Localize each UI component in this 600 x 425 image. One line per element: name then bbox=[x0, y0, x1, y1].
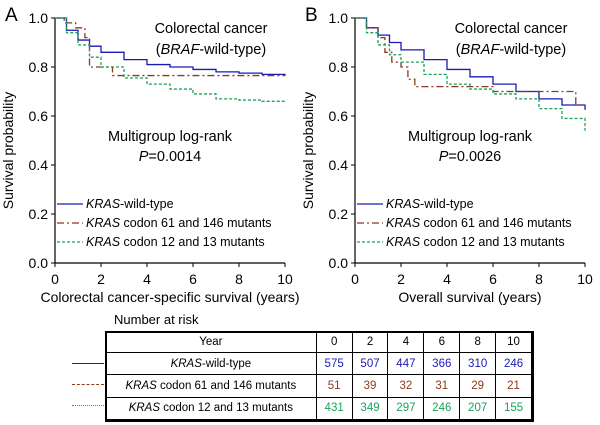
risk-year-10: 10 bbox=[495, 330, 532, 354]
x-tick-label: 2 bbox=[97, 271, 105, 287]
risk-year-2: 2 bbox=[351, 330, 389, 354]
risk-row-label: KRAS-wild-type bbox=[105, 352, 317, 376]
survival-curve-c61 bbox=[55, 17, 285, 77]
risk-key-c12 bbox=[72, 405, 104, 406]
x-tick-label: 6 bbox=[189, 271, 197, 287]
x-tick-label: 10 bbox=[277, 271, 293, 287]
risk-cell: 207 bbox=[459, 396, 497, 421]
x-tick-label: 6 bbox=[489, 271, 497, 287]
risk-row-c61: KRAS codon 61 and 146 mutants 51 39 32 3… bbox=[105, 374, 532, 398]
risk-cell: 507 bbox=[351, 352, 389, 376]
risk-year-8: 8 bbox=[459, 330, 497, 354]
y-tick-label: 0.8 bbox=[29, 59, 49, 75]
x-axis-label: Colorectal cancer-specific survival (yea… bbox=[40, 289, 299, 305]
logrank-label: Multigroup log-rank bbox=[408, 129, 533, 145]
risk-year-6: 6 bbox=[423, 330, 461, 354]
risk-row-label: KRAS codon 12 and 13 mutants bbox=[105, 396, 317, 421]
risk-cell: 246 bbox=[495, 352, 532, 376]
chart-title-line1: Colorectal cancer bbox=[455, 21, 568, 37]
risk-cell: 349 bbox=[351, 396, 389, 421]
risk-row-c12: KRAS codon 12 and 13 mutants 431 349 297… bbox=[105, 396, 532, 421]
risk-cell: 32 bbox=[387, 374, 425, 398]
x-tick-label: 8 bbox=[535, 271, 543, 287]
y-tick-label: 0.2 bbox=[29, 206, 49, 222]
legend-entry-wild: KRAS-wild-type bbox=[386, 197, 474, 211]
risk-cell: 310 bbox=[459, 352, 497, 376]
legend-entry-wild: KRAS-wild-type bbox=[86, 197, 174, 211]
y-tick-label: 0.6 bbox=[329, 108, 349, 124]
panel-label: B bbox=[305, 5, 318, 26]
y-tick-label: 1.0 bbox=[329, 10, 349, 26]
x-tick-label: 10 bbox=[577, 271, 593, 287]
risk-row-label: KRAS codon 61 and 146 mutants bbox=[105, 374, 317, 398]
risk-year-0: 0 bbox=[315, 330, 353, 354]
y-axis-label: Survival probability bbox=[300, 92, 316, 210]
x-tick-label: 4 bbox=[143, 271, 151, 287]
p-value: P=0.0014 bbox=[139, 149, 202, 165]
risk-cell: 21 bbox=[495, 374, 532, 398]
x-tick-label: 0 bbox=[351, 271, 359, 287]
risk-cell: 297 bbox=[387, 396, 425, 421]
y-axis-label: Survival probability bbox=[0, 92, 16, 210]
legend-entry-c12: KRAS codon 12 and 13 mutants bbox=[386, 235, 565, 249]
y-tick-label: 0.8 bbox=[329, 59, 349, 75]
panel-label: A bbox=[5, 5, 18, 26]
risk-cell: 246 bbox=[423, 396, 461, 421]
risk-cell: 575 bbox=[315, 352, 353, 376]
risk-cell: 366 bbox=[423, 352, 461, 376]
risk-key-c61 bbox=[72, 384, 104, 385]
chart-title-line2: (BRAF-wild-type) bbox=[156, 42, 266, 58]
risk-cell: 31 bbox=[423, 374, 461, 398]
risk-cell: 431 bbox=[315, 396, 353, 421]
risk-cell: 39 bbox=[351, 374, 389, 398]
risk-row-wild: KRAS-wild-type 575 507 447 366 310 246 bbox=[105, 352, 532, 376]
p-value: P=0.0026 bbox=[439, 149, 502, 165]
legend-entry-c12: KRAS codon 12 and 13 mutants bbox=[86, 235, 265, 249]
chart-title-line2: (BRAF-wild-type) bbox=[456, 42, 566, 58]
y-tick-label: 0.0 bbox=[29, 255, 49, 271]
y-tick-label: 0.4 bbox=[329, 157, 349, 173]
x-tick-label: 8 bbox=[235, 271, 243, 287]
risk-cell: 29 bbox=[459, 374, 497, 398]
legend-entry-c61: KRAS codon 61 and 146 mutants bbox=[386, 216, 572, 230]
risk-key-wild bbox=[72, 363, 104, 364]
risk-cell: 447 bbox=[387, 352, 425, 376]
y-tick-label: 1.0 bbox=[29, 10, 49, 26]
risk-header-label: Year bbox=[105, 330, 317, 354]
survival-curve-c12 bbox=[55, 17, 286, 103]
risk-table-title: Number at risk bbox=[114, 312, 199, 327]
y-tick-label: 0.4 bbox=[29, 157, 49, 173]
risk-cell: 155 bbox=[495, 396, 532, 421]
x-tick-label: 2 bbox=[397, 271, 405, 287]
risk-year-4: 4 bbox=[387, 330, 425, 354]
legend-entry-c61: KRAS codon 61 and 146 mutants bbox=[86, 216, 272, 230]
risk-header-row: Year 0 2 4 6 8 10 bbox=[105, 330, 532, 354]
y-tick-label: 0.2 bbox=[329, 206, 349, 222]
risk-table: Year 0 2 4 6 8 10 KRAS-wild-type 575 507… bbox=[105, 330, 532, 421]
logrank-label: Multigroup log-rank bbox=[108, 129, 233, 145]
y-tick-label: 0.6 bbox=[29, 108, 49, 124]
km-figure: A 0.0 0.2 0.4 0.6 0.8 1.0 0 2 4 6 8 10 Colorectal can… bbox=[0, 5, 593, 305]
risk-cell: 51 bbox=[315, 374, 353, 398]
survival-curve-c61 bbox=[355, 17, 585, 106]
chart-title-line1: Colorectal cancer bbox=[155, 21, 268, 37]
x-axis-label: Overall survival (years) bbox=[398, 289, 541, 305]
y-tick-label: 0.0 bbox=[329, 255, 349, 271]
x-tick-label: 4 bbox=[443, 271, 451, 287]
x-tick-label: 0 bbox=[51, 271, 59, 287]
